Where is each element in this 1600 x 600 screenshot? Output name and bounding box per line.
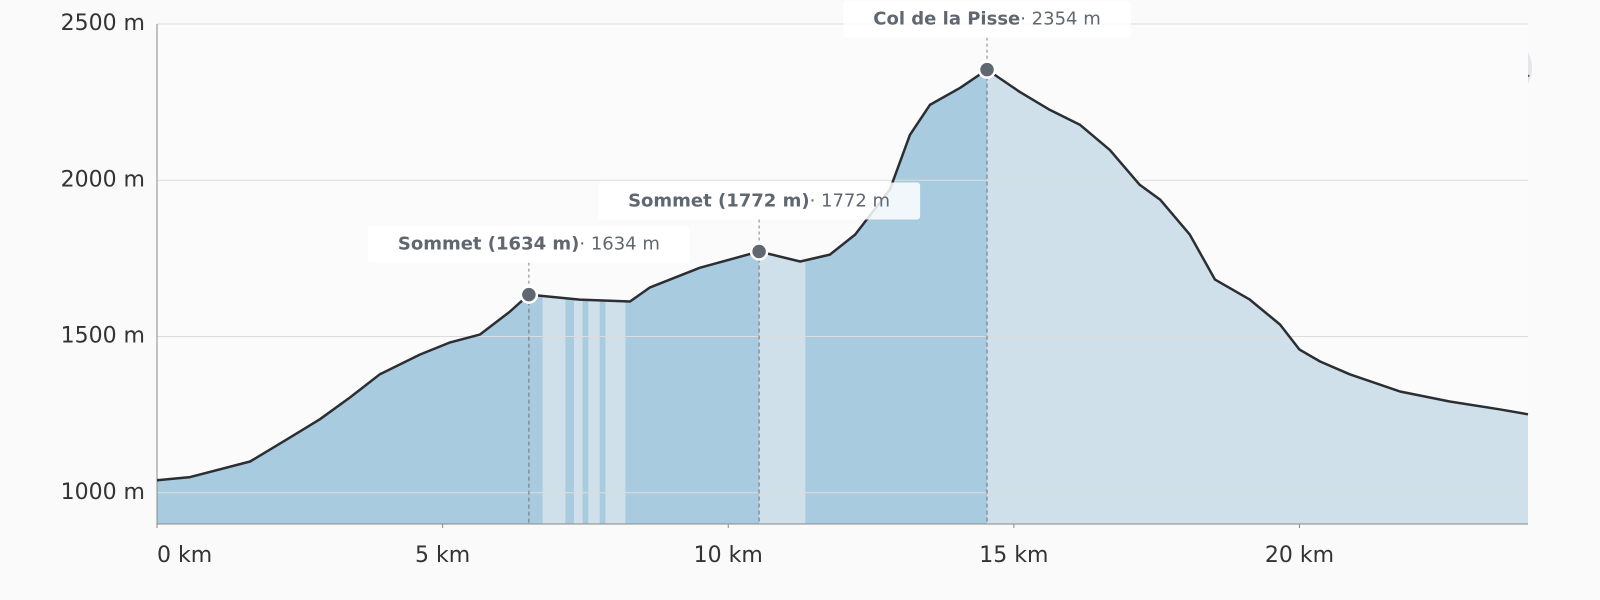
annotation-value: · 1772 m [810, 191, 891, 212]
x-tick-label: 0 km [157, 543, 212, 568]
annotation-label: Sommet (1634 m) [398, 234, 580, 255]
y-tick-label: 2000 m [61, 167, 145, 192]
x-tick-label: 10 km [694, 543, 763, 568]
annotation-box [843, 0, 1131, 38]
x-tick-label: 20 km [1265, 543, 1334, 568]
x-tick-label: 5 km [415, 543, 470, 568]
annotation-label: Col de la Pisse [873, 9, 1020, 30]
summit-marker [977, 60, 997, 79]
annotation-value: · 2354 m [1020, 9, 1101, 30]
summit-marker [519, 285, 539, 304]
x-tick-label: 15 km [979, 543, 1048, 568]
annotation: Sommet (1772 m)· 1772 m [628, 191, 890, 212]
annotation: Col de la Pisse· 2354 m [873, 9, 1100, 30]
y-tick-label: 1000 m [61, 480, 145, 505]
annotation-box [598, 182, 921, 220]
annotation-label: Sommet (1772 m) [628, 191, 810, 212]
annotation: Sommet (1634 m)· 1634 m [398, 234, 660, 255]
elevation-line [156, 68, 1529, 482]
y-tick-label: 2500 m [61, 11, 145, 36]
y-tick-label: 1500 m [61, 324, 145, 349]
annotation-value: · 1634 m [579, 234, 660, 255]
summit-marker [749, 242, 769, 261]
annotation-box [367, 225, 690, 263]
